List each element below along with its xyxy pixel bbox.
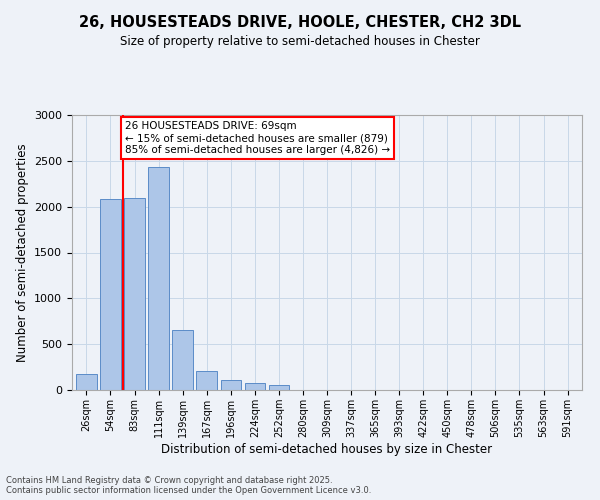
Bar bbox=[196, 371, 217, 390]
Bar bbox=[100, 200, 121, 390]
Text: 26 HOUSESTEADS DRIVE: 69sqm
← 15% of semi-detached houses are smaller (879)
85% : 26 HOUSESTEADS DRIVE: 69sqm ← 15% of sem… bbox=[125, 122, 390, 154]
Y-axis label: Number of semi-detached properties: Number of semi-detached properties bbox=[16, 143, 29, 362]
Text: Contains HM Land Registry data © Crown copyright and database right 2025.
Contai: Contains HM Land Registry data © Crown c… bbox=[6, 476, 371, 495]
Bar bbox=[124, 198, 145, 390]
Bar bbox=[148, 167, 169, 390]
Text: Size of property relative to semi-detached houses in Chester: Size of property relative to semi-detach… bbox=[120, 35, 480, 48]
Text: 26, HOUSESTEADS DRIVE, HOOLE, CHESTER, CH2 3DL: 26, HOUSESTEADS DRIVE, HOOLE, CHESTER, C… bbox=[79, 15, 521, 30]
Bar bbox=[172, 330, 193, 390]
Bar bbox=[245, 382, 265, 390]
X-axis label: Distribution of semi-detached houses by size in Chester: Distribution of semi-detached houses by … bbox=[161, 442, 493, 456]
Bar bbox=[221, 380, 241, 390]
Bar bbox=[76, 374, 97, 390]
Bar bbox=[269, 385, 289, 390]
